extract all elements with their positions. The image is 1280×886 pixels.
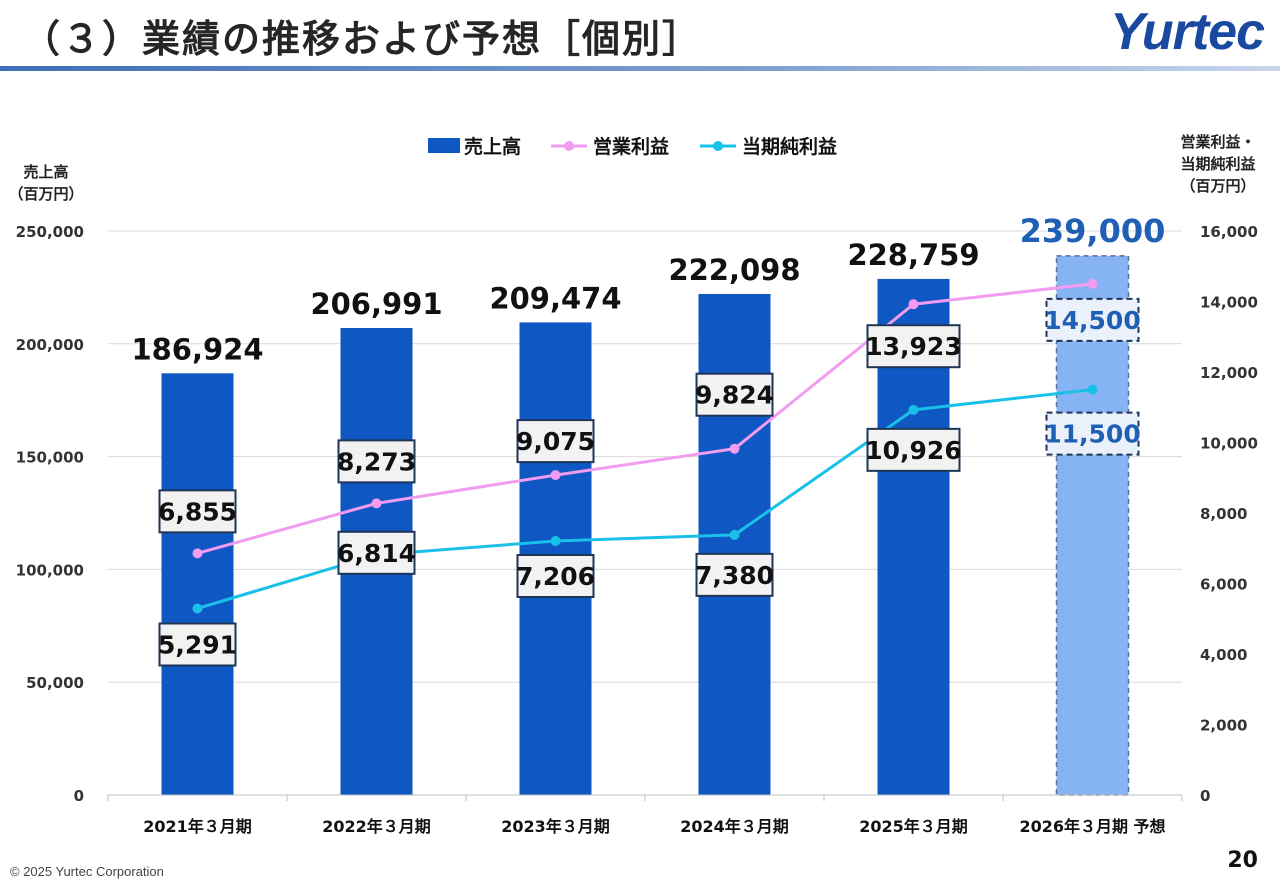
operating-profit-value-label: 8,273: [337, 447, 416, 476]
net-income-line: [197, 388, 1093, 610]
gridlines: [108, 230, 1182, 796]
bar-value-label: 228,759: [847, 238, 979, 272]
operating-profit-value-label: 14,500: [1044, 306, 1140, 335]
operating-profit-point: [908, 299, 919, 310]
bar-value-label: 222,098: [668, 253, 800, 287]
bar-value-label: 209,474: [489, 281, 621, 315]
operating-profit-value-label: 9,824: [695, 381, 774, 410]
page-title: （３）業績の推移および予想［個別］: [22, 17, 703, 61]
bars: [161, 255, 1130, 796]
title-divider: [0, 66, 1280, 71]
left-tick-label: 150,000: [16, 449, 84, 467]
bar-forecast: [1055, 255, 1130, 796]
left-tick-label: 250,000: [16, 223, 84, 241]
data-labels: 186,924 206,991 209,474 222,098 228,759 239,0…: [131, 212, 1166, 667]
bar: [161, 373, 234, 795]
page-number: 20: [1227, 848, 1258, 873]
left-tick-label: 100,000: [16, 561, 84, 579]
left-tick-label: 50,000: [26, 674, 84, 692]
right-tick-label: 16,000: [1200, 223, 1258, 241]
bar-value-label: 206,991: [310, 287, 442, 321]
net-income-label-box: [866, 427, 961, 472]
operating-profit-line: [197, 282, 1093, 555]
category-label: 2026年３月期 予想: [1019, 817, 1165, 836]
net-income-label-box: [516, 553, 595, 598]
operating-profit-label-box: [516, 419, 595, 464]
operating-profit-label-box: [158, 489, 237, 534]
net-income-label-box: [1045, 411, 1140, 456]
left-tick-label: 200,000: [16, 336, 84, 354]
category-label: 2021年３月期: [143, 817, 252, 836]
net-income-value-label: 5,291: [158, 630, 237, 659]
legend-label-net-income: 当期純利益: [742, 135, 837, 158]
axes: 0 50,000 100,000 150,000 200,000 250,000 0 2,00…: [8, 133, 1257, 836]
legend-label-operating-profit: 営業利益: [593, 135, 669, 158]
net-income-value-label: 7,380: [695, 561, 774, 590]
right-tick-label: 12,000: [1200, 364, 1258, 382]
category-label: 2025年３月期: [859, 817, 968, 836]
right-axis-title: （百万円）: [1180, 177, 1255, 195]
legend: 売上高 営業利益 当期純利益: [428, 135, 837, 158]
operating-profit-label-box: [337, 439, 416, 484]
left-axis-title: 売上高: [23, 163, 68, 181]
category-label: 2022年３月期: [322, 817, 431, 836]
right-tick-label: 14,000: [1200, 294, 1258, 312]
copyright-text: © 2025 Yurtec Corporation: [10, 864, 164, 879]
legend-marker-operating-profit: [564, 141, 574, 151]
bar-value-label: 239,000: [1020, 212, 1166, 250]
bar-value-label: 186,924: [131, 332, 263, 366]
left-tick-label: 0: [74, 787, 84, 805]
operating-profit-point: [1087, 278, 1098, 289]
operating-profit-label-box: [695, 372, 774, 417]
operating-profit-label-box: [1045, 297, 1140, 342]
left-axis-title: （百万円）: [8, 185, 83, 203]
right-tick-label: 0: [1200, 787, 1210, 805]
operating-profit-value-label: 13,923: [865, 332, 961, 361]
category-label: 2024年３月期: [680, 817, 789, 836]
net-income-label-box: [158, 622, 237, 667]
operating-profit-point: [192, 548, 203, 559]
operating-profit-point: [550, 470, 561, 481]
net-income-value-label: 10,926: [865, 436, 961, 465]
right-tick-label: 8,000: [1200, 505, 1247, 523]
right-tick-label: 10,000: [1200, 435, 1258, 453]
operating-profit-point: [371, 498, 382, 509]
net-income-point: [908, 404, 919, 415]
net-income-value-label: 7,206: [516, 562, 595, 591]
net-income-point: [1087, 384, 1098, 395]
net-income-point: [550, 535, 561, 546]
operating-profit-value-label: 6,855: [158, 497, 237, 526]
net-income-value-label: 11,500: [1044, 420, 1140, 449]
operating-profit-label-box: [866, 324, 961, 369]
legend-swatch-sales: [428, 138, 460, 153]
operating-profit-value-label: 9,075: [516, 427, 595, 456]
lines: [192, 278, 1098, 614]
legend-marker-net-income: [713, 141, 723, 151]
company-logo: Yurtec: [1110, 3, 1265, 61]
right-axis-title: 営業利益・: [1180, 133, 1255, 151]
operating-profit-point: [729, 443, 740, 454]
net-income-point: [192, 603, 203, 614]
right-tick-label: 6,000: [1200, 576, 1247, 594]
right-tick-label: 2,000: [1200, 717, 1247, 735]
net-income-point: [729, 529, 740, 540]
net-income-value-label: 6,814: [337, 539, 416, 568]
net-income-label-box: [337, 530, 416, 575]
net-income-label-box: [695, 552, 774, 597]
category-label: 2023年３月期: [501, 817, 610, 836]
sales-profit-chart: 186,924 206,991 209,474 222,098 228,759 239,0…: [8, 133, 1257, 836]
right-axis-title: 当期純利益: [1180, 155, 1255, 173]
legend-label-sales: 売上高: [464, 135, 521, 158]
right-tick-label: 4,000: [1200, 646, 1247, 664]
bar: [698, 293, 771, 795]
